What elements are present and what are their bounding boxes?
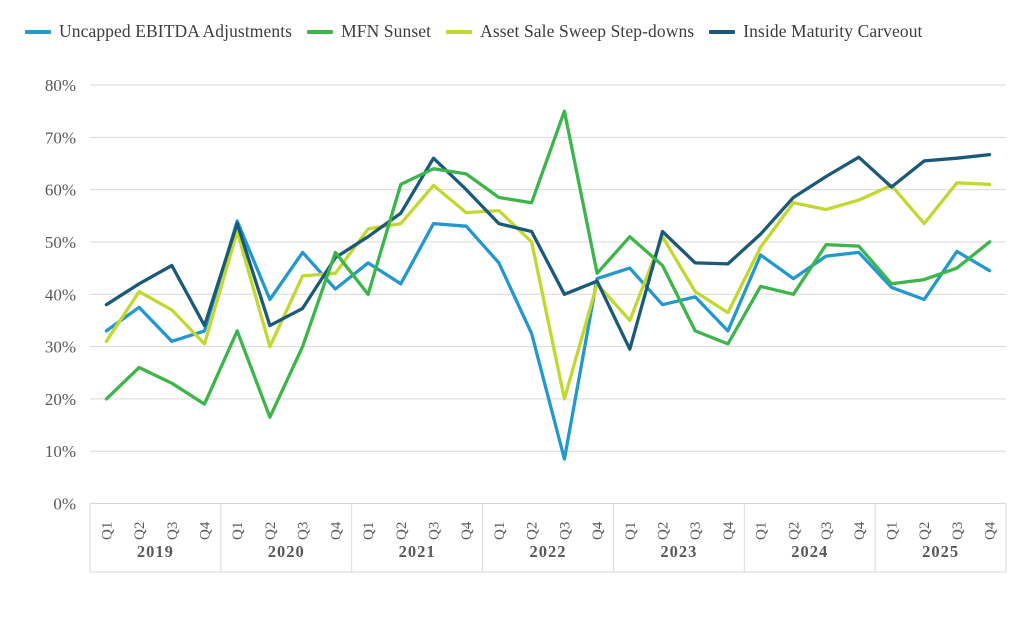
x-tick-quarter-label: Q2 xyxy=(656,522,672,540)
x-axis-year-label-2025: 2025 xyxy=(922,542,959,561)
series-line-uncapped-ebitda-adjustments xyxy=(104,219,992,461)
legend-label: Inside Maturity Carveout xyxy=(743,21,923,41)
x-tick-quarter-label: Q1 xyxy=(361,522,377,540)
x-tick-quarter-label: Q1 xyxy=(230,522,246,540)
x-tick-quarter-label: Q3 xyxy=(557,522,573,540)
y-tick-label-20: 20% xyxy=(45,390,76,409)
x-tick-quarter-label: Q3 xyxy=(950,522,966,540)
series-line-mfn-sunset xyxy=(104,109,992,419)
legend-dash-icon-asset-sale-sweep-step-downs xyxy=(446,29,473,34)
y-tick-label-40: 40% xyxy=(45,285,76,304)
x-tick-quarter-label: Q4 xyxy=(328,521,344,540)
x-tick-quarter-label: Q1 xyxy=(492,522,508,540)
x-tick-quarter-label: Q2 xyxy=(394,522,410,540)
x-axis-year-label-2021: 2021 xyxy=(399,542,436,561)
legend: Uncapped EBITDA Adjustments MFN Sunset Ass… xyxy=(25,21,923,42)
y-tick-label-60: 60% xyxy=(45,181,76,200)
x-tick-quarter-label: Q4 xyxy=(983,521,999,540)
x-tick-quarter-label: Q4 xyxy=(459,521,475,540)
legend-item-uncapped-ebitda-adjustments[interactable]: Uncapped EBITDA Adjustments xyxy=(25,21,292,42)
x-tick-quarter-label: Q3 xyxy=(427,522,443,540)
x-tick-quarter-label: Q2 xyxy=(263,522,279,540)
x-tick-quarter-label: Q1 xyxy=(623,522,639,540)
legend-label: Uncapped EBITDA Adjustments xyxy=(59,21,293,41)
legend-label: Asset Sale Sweep Step-downs xyxy=(480,21,695,41)
x-tick-quarter-label: Q2 xyxy=(786,522,802,540)
y-tick-label-30: 30% xyxy=(45,338,76,357)
legend-dash-icon-mfn-sunset xyxy=(307,29,334,34)
x-tick-quarter-label: Q1 xyxy=(99,522,115,540)
x-tick-quarter-label: Q4 xyxy=(198,521,214,540)
x-tick-quarter-label: Q2 xyxy=(132,522,148,540)
x-tick-quarter-label: Q4 xyxy=(590,521,606,540)
x-tick-quarter-label: Q3 xyxy=(688,522,704,540)
x-axis-year-label-2022: 2022 xyxy=(530,542,567,561)
series-line-asset-sale-sweep-step-downs xyxy=(104,181,992,401)
x-tick-quarter-label: Q1 xyxy=(754,522,770,540)
legend-item-inside-maturity-carveout[interactable]: Inside Maturity Carveout xyxy=(709,21,922,42)
legend-item-mfn-sunset[interactable]: MFN Sunset xyxy=(307,21,431,42)
x-tick-quarter-label: Q1 xyxy=(885,522,901,540)
x-axis-year-label-2024: 2024 xyxy=(791,542,828,561)
y-tick-label-80: 80% xyxy=(45,76,76,95)
x-tick-quarter-label: Q4 xyxy=(852,521,868,540)
series-line-inside-maturity-carveout xyxy=(104,152,992,351)
x-tick-quarter-label: Q3 xyxy=(296,522,312,540)
legend-item-asset-sale-sweep-step-downs[interactable]: Asset Sale Sweep Step-downs xyxy=(446,21,694,42)
x-axis-year-label-2023: 2023 xyxy=(660,542,697,561)
y-tick-label-70: 70% xyxy=(45,128,76,147)
y-tick-label-50: 50% xyxy=(45,233,76,252)
legend-dash-icon-uncapped-ebitda-adjustments xyxy=(25,29,51,34)
x-tick-quarter-label: Q3 xyxy=(165,522,181,540)
y-tick-label-10: 10% xyxy=(45,442,76,461)
x-tick-quarter-label: Q3 xyxy=(819,522,835,540)
y-tick-label-0: 0% xyxy=(53,495,76,514)
legend-label: MFN Sunset xyxy=(341,21,432,41)
x-tick-quarter-label: Q2 xyxy=(525,522,541,540)
x-axis-year-label-2019: 2019 xyxy=(137,542,174,561)
x-tick-quarter-label: Q4 xyxy=(721,521,737,540)
x-axis-year-label-2020: 2020 xyxy=(268,542,305,561)
legend-dash-icon-inside-maturity-carveout xyxy=(709,29,736,34)
x-tick-quarter-label: Q2 xyxy=(917,522,933,540)
